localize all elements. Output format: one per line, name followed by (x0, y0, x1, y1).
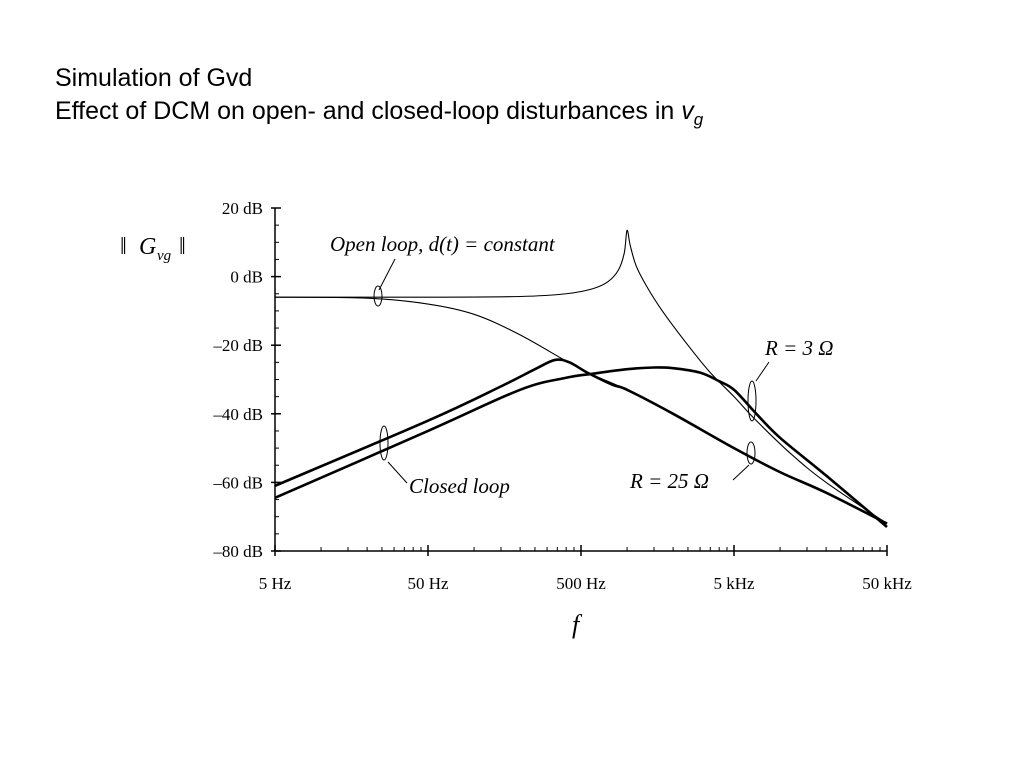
x-tick-label: 5 Hz (259, 574, 292, 593)
y-tick-label: –20 dB (212, 336, 263, 355)
leader-open-loop (378, 258, 396, 291)
leader-r25 (732, 464, 750, 481)
series-line-0 (274, 229, 888, 525)
y-label-sub: vg (157, 248, 172, 264)
leader-r3 (755, 361, 770, 382)
y-tick-label: –40 dB (212, 405, 263, 424)
annotation-open-loop: Open loop, d(t) = constant (330, 232, 556, 256)
y-label-bars-right: ‖ (179, 234, 186, 260)
y-axis-label: ‖ G vg ‖ (120, 234, 186, 264)
y-tick-label: 0 dB (230, 268, 263, 287)
annotation-closed-loop: Closed loop (409, 474, 510, 498)
marker-closed-loop (379, 425, 389, 461)
series-group (274, 229, 888, 528)
axes: 20 dB 0 dB –20 dB –40 dB –60 dB –80 dB 5 Hz 50 … (212, 199, 912, 593)
annotation-r3: R = 3 Ω (764, 336, 833, 360)
y-tick-label: –60 dB (212, 473, 263, 492)
x-tick-label: 50 Hz (407, 574, 449, 593)
x-axis-label: f (572, 610, 583, 639)
series-line-1 (274, 296, 888, 525)
x-tick-label: 5 kHz (713, 574, 755, 593)
series-line-3 (274, 366, 888, 528)
y-label-main: G (139, 234, 156, 260)
title-variable: v (681, 97, 694, 125)
x-tick-label: 50 kHz (862, 574, 912, 593)
y-tick-label: –80 dB (212, 542, 263, 561)
x-tick-label: 500 Hz (556, 574, 606, 593)
title-line-1: Simulation of Gvd (55, 64, 253, 92)
slide-title: Simulation of Gvd Effect of DCM on open-… (55, 62, 703, 136)
y-tick-label: 20 dB (222, 199, 263, 218)
y-label-bars-left: ‖ (120, 234, 127, 260)
marker-r3 (747, 380, 757, 422)
marker-open-loop (373, 285, 383, 307)
title-variable-subscript: g (693, 110, 704, 129)
title-line-2-text: Effect of DCM on open- and closed-loop d… (55, 97, 682, 125)
title-line-2: Effect of DCM on open- and closed-loop d… (55, 95, 703, 136)
leader-closed-loop (387, 461, 408, 484)
annotations: Open loop, d(t) = constant Closed loop R… (330, 232, 833, 498)
marker-r25 (746, 441, 756, 465)
annotation-r25: R = 25 Ω (629, 469, 709, 493)
series-line-2 (274, 358, 888, 525)
